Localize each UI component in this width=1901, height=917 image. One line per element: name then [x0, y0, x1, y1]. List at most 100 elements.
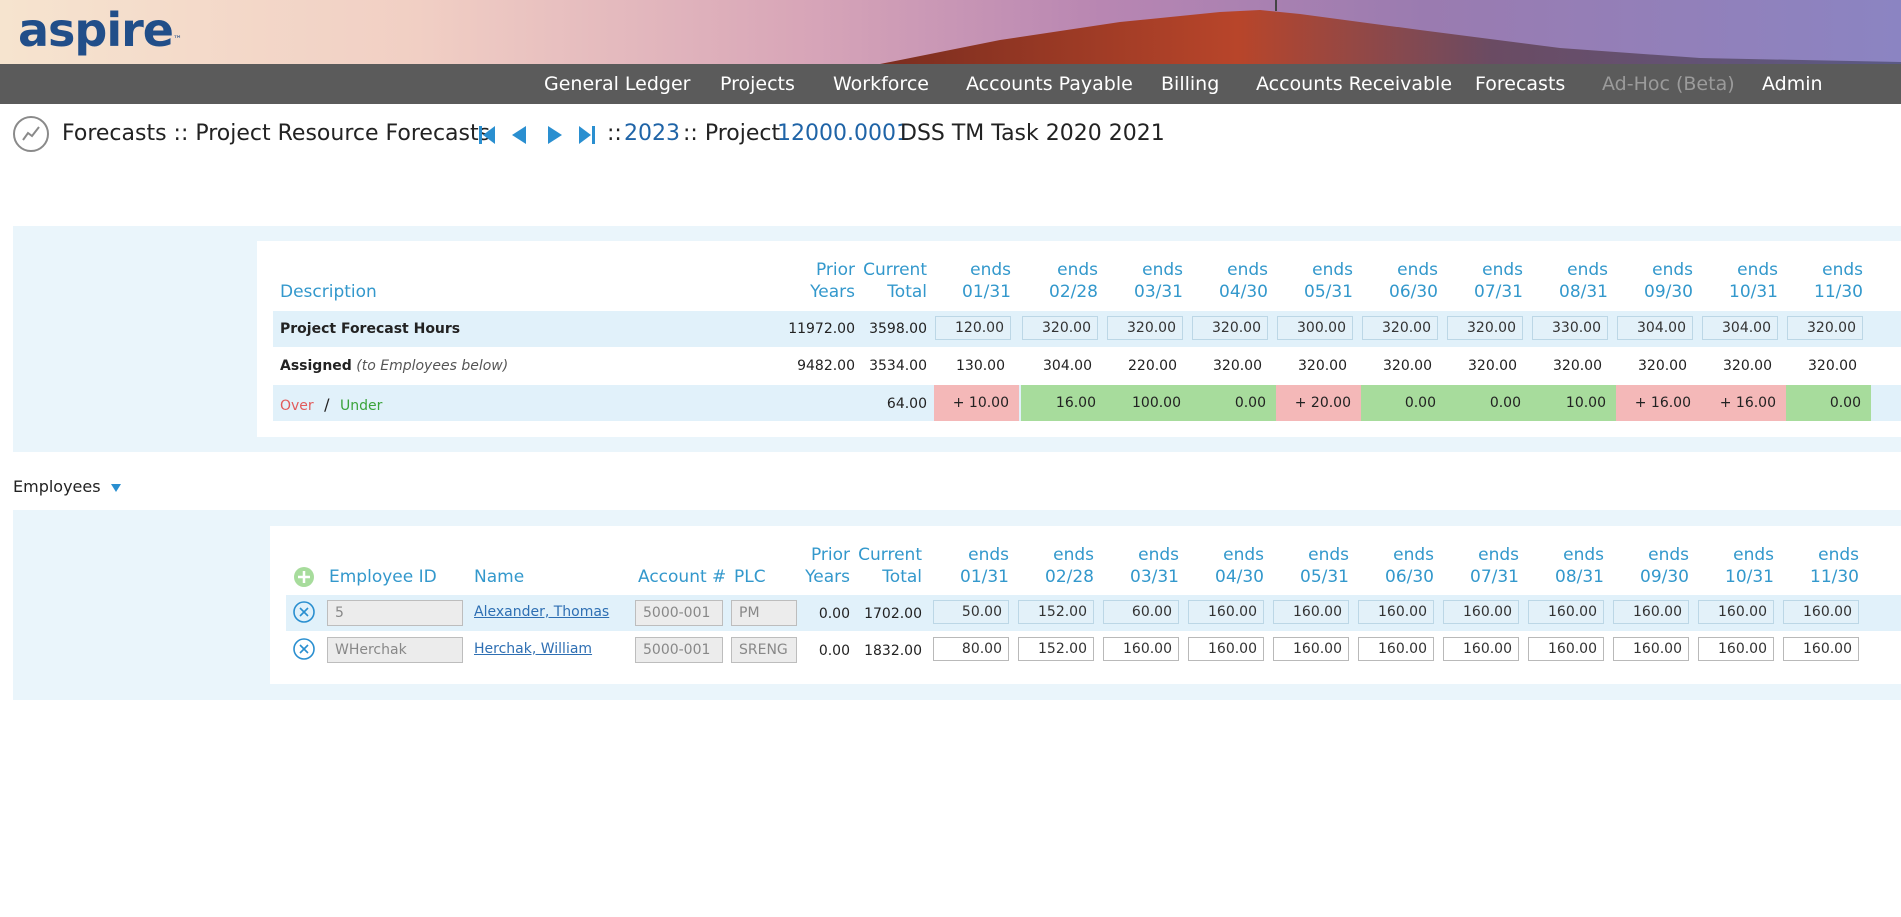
- header-month-3: ends 03/31: [1134, 260, 1183, 302]
- nav-admin[interactable]: Admin: [1762, 73, 1823, 95]
- assigned-label: Assigned (to Employees below): [280, 358, 509, 374]
- forecast-hours-input[interactable]: 320.00: [1447, 316, 1523, 340]
- employee-hours-input[interactable]: 160.00: [1443, 600, 1519, 624]
- employee-hours-input[interactable]: 160.00: [1358, 600, 1434, 624]
- collapse-triangle-icon[interactable]: [110, 482, 122, 494]
- employee-name-link[interactable]: Alexander, Thomas: [474, 604, 610, 620]
- forecast-hours-input[interactable]: 304.00: [1702, 316, 1778, 340]
- assigned-hours-value: 320.00: [1638, 358, 1687, 374]
- forecast-hours-input[interactable]: 320.00: [1192, 316, 1268, 340]
- employee-hours-input[interactable]: 160.00: [1188, 600, 1264, 624]
- employee-hours-input[interactable]: 160.00: [1613, 637, 1689, 661]
- year-link[interactable]: 2023: [624, 121, 680, 146]
- project-id-link[interactable]: 12000.0001: [777, 121, 910, 146]
- emp-header-month-9: ends 09/30: [1640, 545, 1689, 587]
- assigned-hours-value: 320.00: [1723, 358, 1772, 374]
- project-name: DSS TM Task 2020 2021: [900, 121, 1165, 146]
- next-year-icon[interactable]: [544, 124, 566, 146]
- over-under-value: + 16.00: [1616, 385, 1701, 421]
- forecast-hours-input[interactable]: 320.00: [1022, 316, 1098, 340]
- nav-projects[interactable]: Projects: [720, 73, 795, 95]
- forecast-chart-icon: [13, 116, 49, 152]
- employee-id-field[interactable]: 5: [327, 600, 463, 626]
- forecast-hours-input[interactable]: 320.00: [1787, 316, 1863, 340]
- employee-hours-input[interactable]: 152.00: [1018, 600, 1094, 624]
- employee-hours-input[interactable]: 160.00: [1613, 600, 1689, 624]
- employee-hours-input[interactable]: 160.00: [1783, 637, 1859, 661]
- employee-hours-input[interactable]: 160.00: [1188, 637, 1264, 661]
- employee-hours-input[interactable]: 60.00: [1103, 600, 1179, 624]
- employee-hours-input[interactable]: 160.00: [1273, 600, 1349, 624]
- forecast-current-total: 3598.00: [869, 321, 927, 337]
- employee-name-link[interactable]: Herchak, William: [474, 641, 593, 657]
- employee-hours-input[interactable]: 160.00: [1698, 600, 1774, 624]
- assigned-hours-value: 320.00: [1383, 358, 1432, 374]
- emp-header-month-7: ends 07/31: [1470, 545, 1519, 587]
- header-month-10: ends 10/31: [1729, 260, 1778, 302]
- emp-header-month-1: ends 01/31: [960, 545, 1009, 587]
- forecast-hours-input[interactable]: 330.00: [1532, 316, 1608, 340]
- nav-accounts-receivable[interactable]: Accounts Receivable: [1256, 73, 1453, 95]
- nav-general-ledger[interactable]: General Ledger: [544, 73, 691, 95]
- plc-field[interactable]: SRENG: [731, 637, 797, 663]
- employee-current-total: 1702.00: [864, 606, 922, 622]
- first-year-icon[interactable]: [476, 124, 498, 146]
- assigned-hours-value: 320.00: [1553, 358, 1602, 374]
- employee-hours-input[interactable]: 50.00: [933, 600, 1009, 624]
- employee-hours-input[interactable]: 160.00: [1783, 600, 1859, 624]
- emp-header-month-4: ends 04/30: [1215, 545, 1264, 587]
- over-under-value: 0.00: [1786, 385, 1871, 421]
- forecast-prior-years: 11972.00: [788, 321, 855, 337]
- employee-hours-input[interactable]: 160.00: [1528, 600, 1604, 624]
- header-banner: aspire™: [0, 0, 1901, 64]
- emp-header-month-10: ends 10/31: [1725, 545, 1774, 587]
- last-year-icon[interactable]: [576, 124, 598, 146]
- emp-header-month-2: ends 02/28: [1045, 545, 1094, 587]
- previous-year-icon[interactable]: [508, 124, 530, 146]
- assigned-current-total: 3534.00: [869, 358, 927, 374]
- add-employee-icon[interactable]: [293, 566, 315, 588]
- employee-hours-input[interactable]: 152.00: [1018, 637, 1094, 661]
- employee-id-field[interactable]: WHerchak: [327, 637, 463, 663]
- header-employee-id: Employee ID: [329, 567, 437, 587]
- employee-prior-years: 0.00: [818, 643, 850, 659]
- employee-hours-input[interactable]: 160.00: [1103, 637, 1179, 661]
- title-separator: ::: [607, 121, 622, 146]
- emp-header-month-6: ends 06/30: [1385, 545, 1434, 587]
- over-under-value: 10.00: [1531, 385, 1616, 421]
- account-field[interactable]: 5000-001: [635, 637, 723, 663]
- difference-current-total: 64.00: [886, 396, 927, 412]
- remove-employee-button[interactable]: [292, 637, 316, 661]
- employee-hours-input[interactable]: 80.00: [933, 637, 1009, 661]
- over-under-value: + 16.00: [1701, 385, 1786, 421]
- over-under-value: 16.00: [1021, 385, 1106, 421]
- remove-employee-button[interactable]: [292, 600, 316, 624]
- nav-workforce[interactable]: Workforce: [833, 73, 929, 95]
- emp-header-month-5: ends 05/31: [1300, 545, 1349, 587]
- forecast-hours-input[interactable]: 320.00: [1362, 316, 1438, 340]
- aspire-logo[interactable]: aspire™: [18, 3, 182, 57]
- employee-hours-input[interactable]: 160.00: [1273, 637, 1349, 661]
- over-under-value: 100.00: [1106, 385, 1191, 421]
- employee-hours-input[interactable]: 160.00: [1443, 637, 1519, 661]
- header-account: Account #: [638, 567, 727, 587]
- forecast-hours-input[interactable]: 320.00: [1107, 316, 1183, 340]
- forecast-hours-input[interactable]: 300.00: [1277, 316, 1353, 340]
- over-under-value: 0.00: [1446, 385, 1531, 421]
- account-field[interactable]: 5000-001: [635, 600, 723, 626]
- nav-forecasts[interactable]: Forecasts: [1475, 73, 1566, 95]
- plc-field[interactable]: PM: [731, 600, 797, 626]
- header-prior-years: Prior Years: [810, 260, 855, 302]
- forecast-hours-input[interactable]: 120.00: [935, 316, 1011, 340]
- employee-hours-input[interactable]: 160.00: [1358, 637, 1434, 661]
- forecast-hours-input[interactable]: 304.00: [1617, 316, 1693, 340]
- nav-billing[interactable]: Billing: [1161, 73, 1220, 95]
- employee-hours-input[interactable]: 160.00: [1698, 637, 1774, 661]
- forecast-hours-label: Project Forecast Hours: [280, 321, 461, 337]
- emp-header-month-11: ends 11/30: [1810, 545, 1859, 587]
- assigned-hours-value: 220.00: [1128, 358, 1177, 374]
- employee-hours-input[interactable]: 160.00: [1528, 637, 1604, 661]
- header-month-11: ends 11/30: [1814, 260, 1863, 302]
- nav-accounts-payable[interactable]: Accounts Payable: [966, 73, 1133, 95]
- emp-header-current-total: Current Total: [858, 545, 922, 587]
